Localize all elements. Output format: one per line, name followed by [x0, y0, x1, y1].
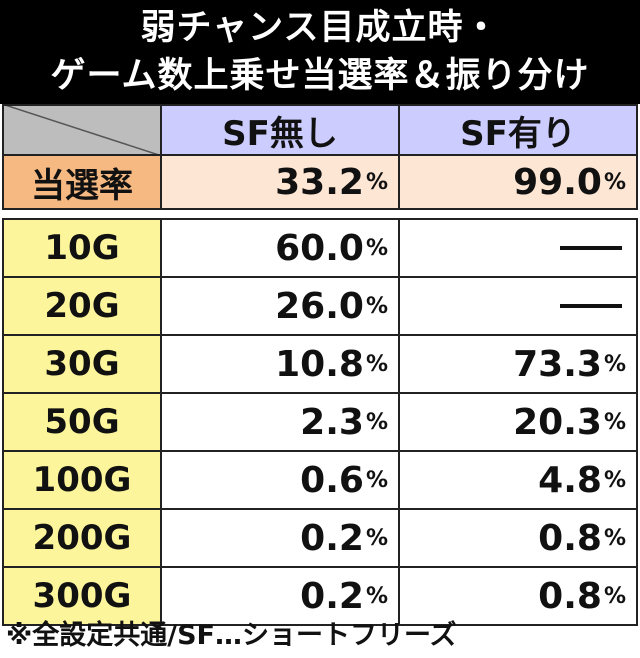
value-number: 2.3 [300, 401, 364, 443]
row-label: 20G [2, 276, 162, 336]
value-sf-yes [398, 276, 638, 336]
value-sf-none: 2.3% [160, 392, 400, 452]
percent-sign: % [365, 293, 388, 319]
value-number: 4.8 [538, 459, 602, 501]
row-label: 100G [2, 450, 162, 510]
rate-value-sf-none: 33.2% [160, 154, 400, 210]
row-label: 50G [2, 392, 162, 452]
value-sf-none: 0.2% [160, 508, 400, 568]
percent-sign: % [365, 351, 388, 377]
value-sf-none: 0.6% [160, 450, 400, 510]
percent-sign: % [365, 409, 388, 435]
value-sf-yes: 4.8% [398, 450, 638, 510]
footnote: ※全設定共通/SF…ショートフリーズ [6, 620, 457, 651]
value-number: 73.3 [513, 343, 602, 385]
percent-sign: % [603, 525, 626, 551]
percent-sign: % [603, 467, 626, 493]
value-number: 10.8 [275, 343, 364, 385]
percent-sign: % [365, 169, 388, 195]
value-sf-none: 10.8% [160, 334, 400, 394]
value-sf-yes: 0.8% [398, 566, 638, 626]
rate-label: 当選率 [2, 154, 162, 210]
percent-sign: % [365, 467, 388, 493]
row-label: 30G [2, 334, 162, 394]
value-number: 0.2 [300, 517, 364, 559]
title-line-1: 弱チャンス目成立時・ [140, 8, 500, 48]
value-number: 0.8 [538, 517, 602, 559]
row-label: 10G [2, 218, 162, 278]
percent-sign: % [603, 169, 626, 195]
percent-sign: % [603, 351, 626, 377]
value-number: 0.6 [300, 459, 364, 501]
percent-sign: % [365, 235, 388, 261]
value-number: 0.8 [538, 575, 602, 617]
dash-not-applicable [560, 304, 622, 308]
value-sf-none: 0.2% [160, 566, 400, 626]
percent-sign: % [365, 525, 388, 551]
row-label: 200G [2, 508, 162, 568]
dash-not-applicable [560, 246, 622, 250]
rate-value-sf-yes: 99.0% [398, 154, 638, 210]
value-sf-none: 26.0% [160, 276, 400, 336]
column-header-sf-yes: SF有り [398, 104, 638, 156]
value-sf-yes: 0.8% [398, 508, 638, 568]
rate-number: 99.0 [513, 161, 602, 203]
value-sf-none: 60.0% [160, 218, 400, 278]
row-label: 300G [2, 566, 162, 626]
corner-cell [2, 104, 162, 156]
rate-number: 33.2 [275, 161, 364, 203]
page-title: 弱チャンス目成立時・ ゲーム数上乗せ当選率＆振り分け [0, 0, 640, 104]
title-line-2: ゲーム数上乗せ当選率＆振り分け [50, 56, 590, 96]
value-number: 20.3 [513, 401, 602, 443]
value-number: 0.2 [300, 575, 364, 617]
value-sf-yes: 73.3% [398, 334, 638, 394]
value-number: 60.0 [275, 227, 364, 269]
value-sf-yes [398, 218, 638, 278]
percent-sign: % [603, 583, 626, 609]
percent-sign: % [603, 409, 626, 435]
column-header-sf-none: SF無し [160, 104, 400, 156]
value-number: 26.0 [275, 285, 364, 327]
percent-sign: % [365, 583, 388, 609]
value-sf-yes: 20.3% [398, 392, 638, 452]
